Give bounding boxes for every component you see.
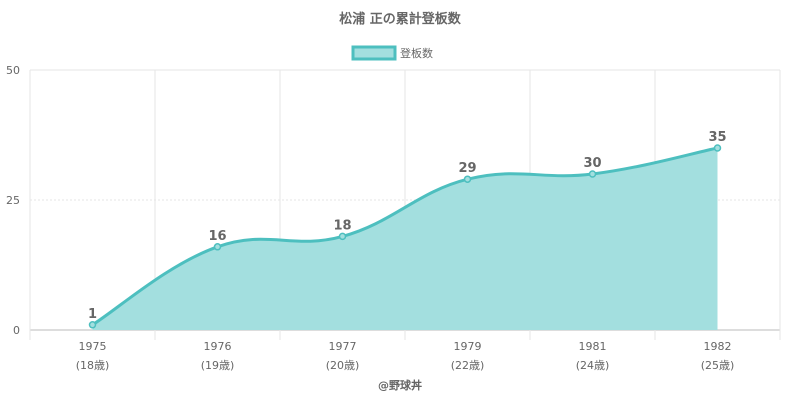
series-area	[92, 148, 718, 330]
legend[interactable]: 登板数	[351, 45, 433, 61]
y-tick-label-2: 50	[6, 64, 20, 77]
x-tick-sublabel-5: (25歳)	[701, 359, 735, 372]
x-tick-label-5: 1982	[704, 340, 732, 353]
data-labels: 1 16 18 29 30 35	[88, 130, 727, 322]
data-point-2	[338, 232, 347, 241]
x-tick-label-4: 1981	[579, 340, 607, 353]
x-tick-sublabel-3: (22歳)	[451, 359, 485, 372]
credit-text: @野球丼	[378, 378, 422, 392]
x-tick-label-1: 1976	[204, 340, 232, 353]
x-tick-sublabel-4: (24歳)	[576, 359, 610, 372]
data-label-0: 1	[88, 307, 97, 322]
x-tick-sublabel-1: (19歳)	[201, 359, 235, 372]
data-points	[88, 144, 722, 329]
y-tick-label-0: 0	[13, 324, 20, 337]
data-point-4	[588, 170, 597, 178]
data-label-2: 18	[333, 218, 351, 233]
data-point-5	[713, 144, 722, 152]
axes: 0 25 50 1975 (18歳) 1976 (19歳) 1977 (20歳) 1979 (22歳…	[6, 64, 734, 372]
x-tick-label-3: 1979	[454, 340, 482, 353]
data-label-4: 30	[583, 156, 601, 171]
data-label-1: 16	[208, 229, 226, 244]
plot-area	[91, 146, 718, 330]
data-label-5: 35	[708, 130, 726, 145]
data-point-1	[213, 243, 222, 251]
x-tick-sublabel-0: (18歳)	[76, 359, 110, 372]
legend-label: 登板数	[400, 46, 433, 60]
data-point-3	[463, 175, 472, 183]
x-tick-label-0: 1975	[79, 340, 107, 353]
x-tick-sublabel-2: (20歳)	[326, 359, 360, 372]
x-tick-label-2: 1977	[329, 340, 357, 353]
legend-swatch	[351, 45, 397, 61]
series-line	[91, 146, 718, 327]
chart-title: 松浦 正の累計登板数	[339, 11, 462, 27]
data-point-0	[88, 321, 97, 329]
data-label-3: 29	[458, 161, 476, 176]
y-tick-label-1: 25	[6, 194, 20, 207]
